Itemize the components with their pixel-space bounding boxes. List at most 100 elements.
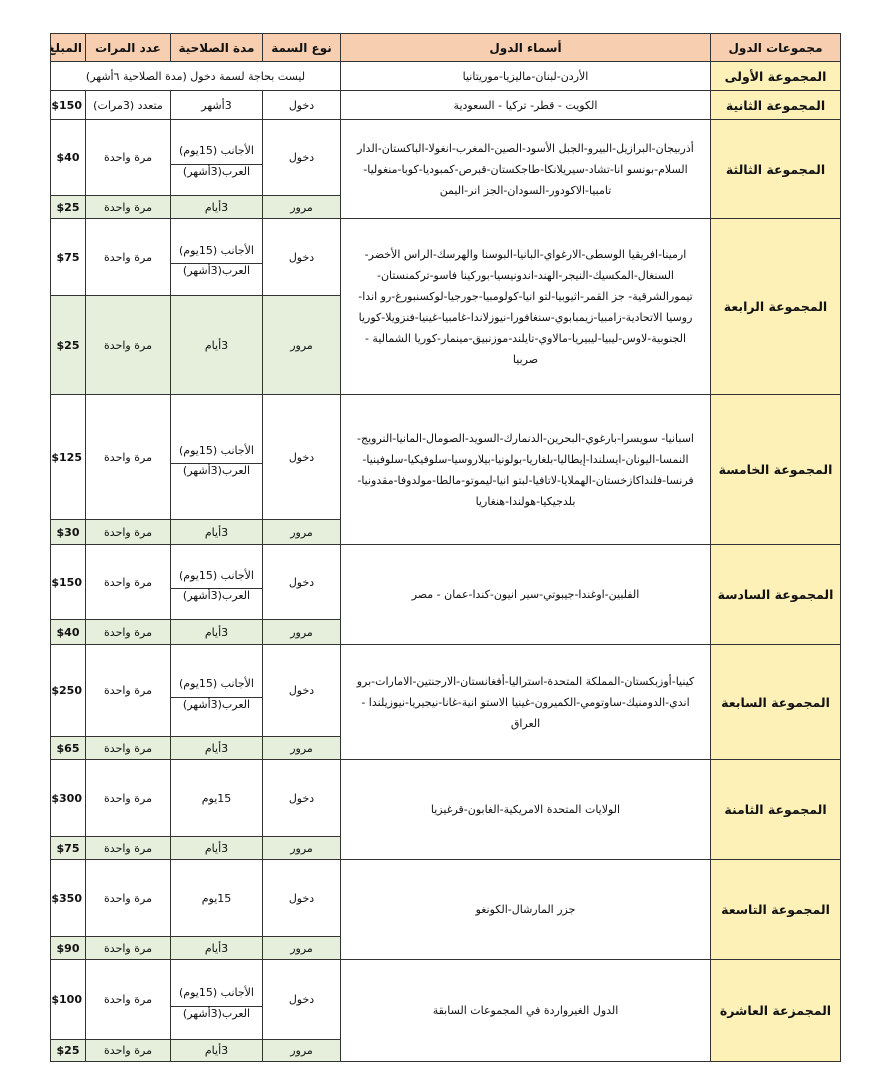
entry-validity: الأجانب (15يوم) العرب(3أشهر) — [170, 218, 263, 296]
header-entries: عدد المرات — [85, 33, 171, 62]
transit-count: مرة واحدة — [85, 519, 171, 545]
entry-fee: $40 — [50, 119, 86, 196]
entry-fee: $150 — [50, 544, 86, 620]
header-group: مجموعات الدول — [710, 33, 841, 62]
entry-count: مرة واحدة — [85, 218, 171, 296]
entry-validity: الأجانب (15يوم) العرب(3أشهر) — [170, 959, 263, 1040]
transit-type: مرور — [262, 736, 341, 760]
table-row-transit: مرور 3أيام مرة واحدة $25 — [50, 1039, 841, 1062]
validity-arabs: العرب(3أشهر) — [182, 464, 251, 477]
transit-fee: $75 — [50, 836, 86, 860]
table-row-entry: المجموعة الثانية الكويت - قطر- تركيا - ال… — [50, 90, 841, 120]
table-row-entry: المجمزعة العاشرة الدول الغيرواردة في المج… — [50, 959, 841, 1062]
group-name: المجموعة الثالثة — [710, 119, 841, 219]
group-name: المجموعة السابعة — [710, 644, 841, 760]
transit-type: مرور — [262, 836, 341, 860]
table-row-entry: المجموعة التاسعة جزر المارشال-الكونغو دخول… — [50, 859, 841, 960]
table-row-transit: مرور 3أيام مرة واحدة $90 — [50, 936, 841, 960]
entry-fee: $300 — [50, 759, 86, 837]
countries-list: ارمينا-افريقيا الوسطى-الارغواي-البانيا-ا… — [340, 218, 711, 395]
validity-foreigners: الأجانب (15يوم) — [171, 138, 262, 165]
group-name: المجموعة الثامنة — [710, 759, 841, 860]
entry-type: دخول — [262, 644, 341, 737]
validity-arabs: العرب(3أشهر) — [182, 1006, 251, 1020]
group-name: المجموعة الخامسة — [710, 394, 841, 545]
transit-fee: $40 — [50, 619, 86, 645]
entry-type: دخول — [262, 959, 341, 1040]
transit-count: مرة واحدة — [85, 1039, 171, 1062]
entry-validity: 15يوم — [170, 759, 263, 837]
group-name: المجموعة الثانية — [710, 90, 841, 120]
transit-fee: $90 — [50, 936, 86, 960]
entry-type: دخول — [262, 859, 341, 937]
entry-type: دخول — [262, 90, 341, 120]
transit-validity: 3أيام — [170, 195, 263, 219]
validity-foreigners: الأجانب (15يوم) — [171, 437, 262, 464]
validity-arabs: العرب(3أشهر) — [182, 264, 251, 277]
table-row-transit: مرور 3أيام مرة واحدة $25 — [50, 295, 841, 395]
entry-validity: 15يوم — [170, 859, 263, 937]
table-row-entry: المجموعة الثامنة الولايات المتحدة الامريك… — [50, 759, 841, 860]
countries-list: الدول الغيرواردة في المجموعات السابقة — [340, 959, 711, 1062]
entry-type: دخول — [262, 218, 341, 296]
entry-fee: $150 — [50, 90, 86, 120]
table-row-entry: المجموعة الرابعة ارمينا-افريقيا الوسطى-ال… — [50, 218, 841, 395]
group-note: ليست بحاجة لسمة دخول (مدة الصلاحية ٦أشهر… — [50, 61, 341, 91]
entry-fee: $350 — [50, 859, 86, 937]
entry-type: دخول — [262, 759, 341, 837]
countries-list: كينيا-أوزبكستان-المملكة المتحدة-استراليا… — [340, 644, 711, 760]
header-fee: المبلغ — [50, 33, 86, 62]
table-row-entry: المجموعة الخامسة اسبانيا- سويسرا-بارغوي-ا… — [50, 394, 841, 545]
validity-foreigners: الأجانب (15يوم) — [171, 562, 262, 589]
transit-validity: 3أيام — [170, 936, 263, 960]
transit-validity: 3أيام — [170, 836, 263, 860]
transit-type: مرور — [262, 195, 341, 219]
group-name: المجموعة الأولى — [710, 61, 841, 91]
countries-list: الفلبين-اوغندا-جيبوتي-سير انيون-كندا-عما… — [340, 544, 711, 645]
table-row-transit: مرور 3أيام مرة واحدة $65 — [50, 736, 841, 760]
entry-type: دخول — [262, 394, 341, 520]
group-name: المجمزعة العاشرة — [710, 959, 841, 1062]
transit-count: مرة واحدة — [85, 295, 171, 395]
validity-foreigners: الأجانب (15يوم) — [171, 671, 262, 698]
validity-arabs: العرب(3أشهر) — [182, 697, 251, 711]
transit-type: مرور — [262, 619, 341, 645]
transit-fee: $25 — [50, 195, 86, 219]
transit-count: مرة واحدة — [85, 195, 171, 219]
transit-count: مرة واحدة — [85, 836, 171, 860]
entry-validity: الأجانب (15يوم) العرب(3أشهر) — [170, 119, 263, 196]
entry-type: دخول — [262, 119, 341, 196]
header-validity: مدة الصلاحية — [170, 33, 263, 62]
transit-type: مرور — [262, 1039, 341, 1062]
entry-count: مرة واحدة — [85, 959, 171, 1040]
entry-count: مرة واحدة — [85, 119, 171, 196]
entry-fee: $250 — [50, 644, 86, 737]
visa-fees-table: مجموعات الدول أسماء الدول نوع السمة مدة … — [50, 33, 841, 1062]
entry-count: مرة واحدة — [85, 394, 171, 520]
countries-list: الكويت - قطر- تركيا - السعودية — [340, 90, 711, 120]
transit-type: مرور — [262, 936, 341, 960]
transit-fee: $30 — [50, 519, 86, 545]
table-row-entry: المجموعة السابعة كينيا-أوزبكستان-المملكة … — [50, 644, 841, 760]
header-countries: أسماء الدول — [340, 33, 711, 62]
transit-count: مرة واحدة — [85, 619, 171, 645]
countries-list: الولايات المتحدة الامريكية-الغابون-قرغيز… — [340, 759, 711, 860]
transit-fee: $25 — [50, 295, 86, 395]
table-row-transit: مرور 3أيام مرة واحدة $40 — [50, 619, 841, 645]
transit-fee: $65 — [50, 736, 86, 760]
table-row-transit: مرور 3أيام مرة واحدة $30 — [50, 519, 841, 545]
transit-validity: 3أيام — [170, 619, 263, 645]
visa-fees-table-container: مجموعات الدول أسماء الدول نوع السمة مدة … — [50, 33, 841, 1062]
entry-fee: $100 — [50, 959, 86, 1040]
countries-list: اسبانيا- سويسرا-بارغوي-البحرين-الدنمارك-… — [340, 394, 711, 545]
group-name: المجموعة السادسة — [710, 544, 841, 645]
entry-validity: الأجانب (15يوم) العرب(3أشهر) — [170, 644, 263, 737]
transit-count: مرة واحدة — [85, 736, 171, 760]
entry-count: متعدد (3مرات) — [85, 90, 171, 120]
entry-count: مرة واحدة — [85, 544, 171, 620]
countries-list: الأردن-لبنان-ماليزيا-موريتانيا — [340, 61, 711, 91]
transit-validity: 3أيام — [170, 736, 263, 760]
transit-fee: $25 — [50, 1039, 86, 1062]
transit-validity: 3أيام — [170, 295, 263, 395]
group-name: المجموعة التاسعة — [710, 859, 841, 960]
